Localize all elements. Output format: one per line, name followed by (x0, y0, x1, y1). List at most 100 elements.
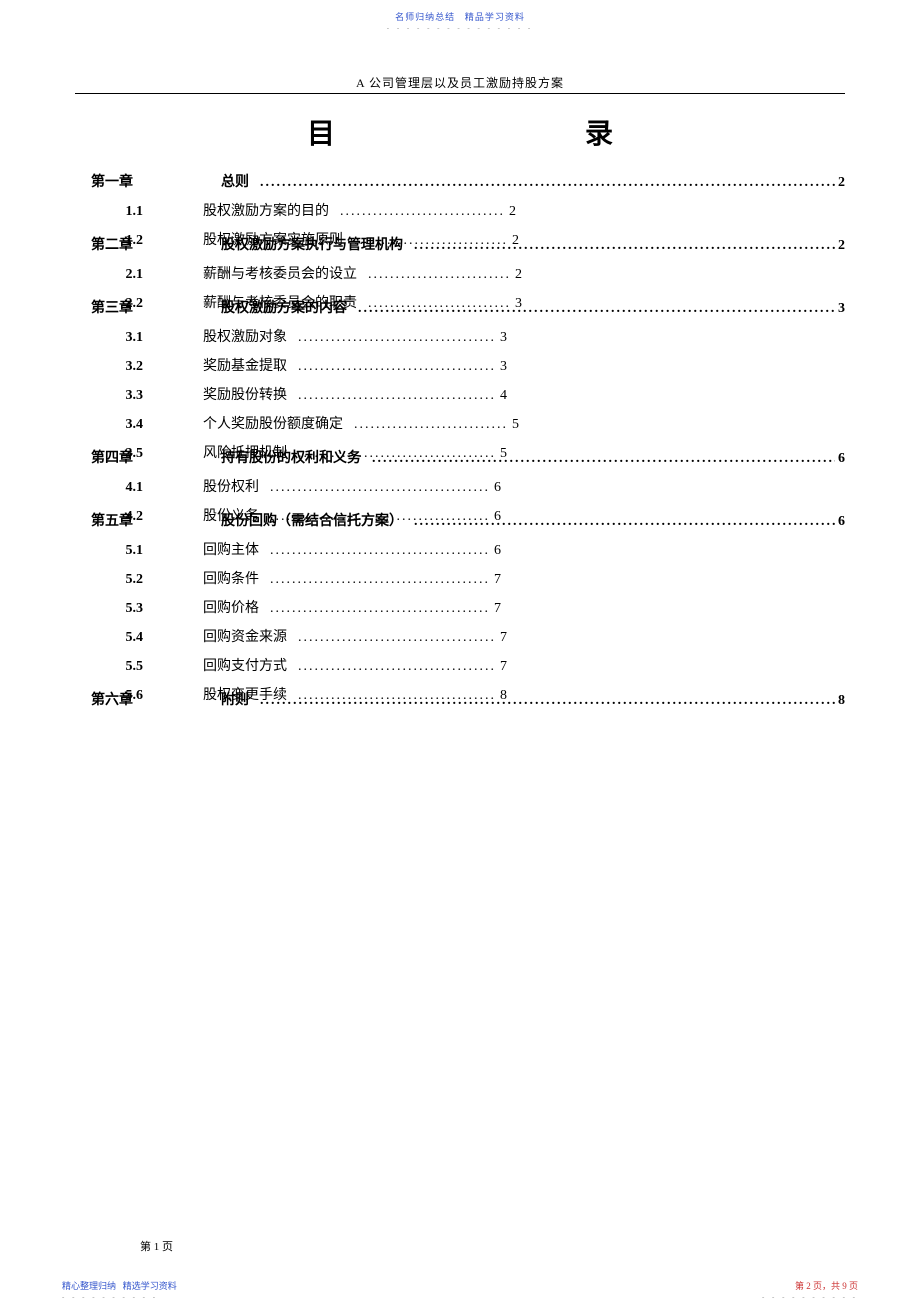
header-right: 精品学习资料 (465, 12, 525, 22)
toc-page: 3 (500, 360, 507, 374)
toc-sub-row: 5.1 回购主体 ................................… (75, 544, 845, 558)
toc-dots: ........................................ (266, 544, 494, 558)
toc-text: 总则 (221, 176, 249, 190)
toc-page: 7 (500, 660, 507, 674)
toc-sub-row: 3.3 奖励股份转换 ..............................… (75, 389, 845, 403)
toc-number: 3.1 (75, 331, 143, 345)
toc-sub-row: 4.1 股份权利 ................................… (75, 481, 845, 495)
toc-sub-row: 2.1 薪酬与考核委员会的设立 .........................… (75, 268, 845, 282)
toc-text: 股份权利 (203, 481, 259, 495)
toc-chapter-row: 第二章 股权激励方案执行与管理机构 .......................… (75, 239, 845, 253)
toc-number: 3.4 (75, 418, 143, 432)
table-of-contents: 第一章 总则 ..................................… (75, 176, 845, 708)
toc-dots: ........................................ (266, 573, 494, 587)
toc-page: 2 (838, 176, 845, 190)
toc-number: 第五章 (75, 515, 133, 529)
toc-number: 第一章 (75, 176, 133, 190)
toc-dots: .................................... (294, 331, 500, 345)
toc-page: 8 (838, 694, 845, 708)
toc-dots: ........................................… (354, 302, 835, 316)
toc-number: 第六章 (75, 694, 133, 708)
page-number: 第 1 页 (140, 1238, 173, 1254)
toc-dots: ........................................… (410, 515, 835, 529)
footer-left-dots: - - - - - - - - - - (62, 1293, 158, 1301)
toc-sub-row: 3.4 个人奖励股份额度确定 ..........................… (75, 418, 845, 432)
toc-text: 回购资金来源 (203, 631, 287, 645)
toc-page: 3 (838, 302, 845, 316)
toc-text: 薪酬与考核委员会的设立 (203, 268, 357, 282)
toc-text: 回购支付方式 (203, 660, 287, 674)
toc-dots: .......................... (364, 268, 515, 282)
toc-page: 6 (838, 515, 845, 529)
toc-text: 回购条件 (203, 573, 259, 587)
toc-dots: ........................................… (256, 176, 835, 190)
toc-text: 回购主体 (203, 544, 259, 558)
toc-page: 2 (515, 268, 522, 282)
toc-dots: ........................................ (266, 481, 494, 495)
toc-page: 6 (838, 452, 845, 466)
footer-left-1: 精心整理归纳 (62, 1281, 116, 1291)
footer-left-2: 精选学习资料 (123, 1281, 177, 1291)
toc-number: 5.5 (75, 660, 143, 674)
toc-page: 4 (500, 389, 507, 403)
footer-left: 精心整理归纳 精选学习资料 (62, 1279, 177, 1292)
footer-right-dots: - - - - - - - - - - (762, 1293, 858, 1301)
header-dots: - - - - - - - - - - - - - - - (0, 24, 920, 32)
toc-number: 5.1 (75, 544, 143, 558)
title-char-2: 录 (585, 119, 613, 150)
toc-text: 股权激励方案的目的 (203, 205, 329, 219)
top-header: 名师归纳总结 精品学习资料 - - - - - - - - - - - - - … (0, 0, 920, 32)
footer-right: 第 2 页，共 9 页 (795, 1279, 858, 1292)
toc-page: 6 (494, 544, 501, 558)
toc-page: 5 (512, 418, 519, 432)
toc-text: 股权激励方案执行与管理机构 (221, 239, 403, 253)
toc-number: 第四章 (75, 452, 133, 466)
toc-text: 附则 (221, 694, 249, 708)
toc-text: 个人奖励股份额度确定 (203, 418, 343, 432)
toc-number: 3.3 (75, 389, 143, 403)
title-char-1: 目 (307, 112, 335, 152)
title-underline (75, 93, 845, 94)
toc-number: 第二章 (75, 239, 133, 253)
toc-text: 持有股份的权利和义务 (221, 452, 361, 466)
toc-chapter-row: 第一章 总则 ..................................… (75, 176, 845, 190)
toc-dots: ........................................… (410, 239, 835, 253)
toc-page: 2 (838, 239, 845, 253)
toc-number: 3.2 (75, 360, 143, 374)
toc-number: 4.1 (75, 481, 143, 495)
toc-chapter-row: 第四章 持有股份的权利和义务 ..........................… (75, 452, 845, 466)
toc-dots: .................................... (294, 389, 500, 403)
header-left: 名师归纳总结 (395, 12, 455, 22)
toc-dots: ........................................… (368, 452, 835, 466)
toc-dots: .................................... (294, 660, 500, 674)
toc-sub-row: 5.5 回购支付方式 ..............................… (75, 660, 845, 674)
toc-page: 7 (500, 631, 507, 645)
toc-chapter-row: 第三章 股权激励方案的内容 ...........................… (75, 302, 845, 316)
toc-dots: ............................ (350, 418, 512, 432)
toc-dots: ........................................ (266, 602, 494, 616)
toc-sub-row: 3.1 股权激励对象 ..............................… (75, 331, 845, 345)
toc-page: 7 (494, 573, 501, 587)
main-title: 目录 (0, 112, 920, 152)
toc-sub-row: 5.4回购资金来源 ..............................… (75, 631, 845, 645)
toc-text: 奖励基金提取 (203, 360, 287, 374)
toc-number: 5.3 (75, 602, 143, 616)
toc-number: 1.1 (75, 205, 143, 219)
toc-chapter-row: 第五章 股份回购（需结合信托方案） .......................… (75, 515, 845, 529)
toc-text: 股权激励方案的内容 (221, 302, 347, 316)
toc-text: 奖励股份转换 (203, 389, 287, 403)
toc-chapter-row: 第六章 附则 ..................................… (75, 694, 845, 708)
toc-sub-row: 1.1 股权激励方案的目的 ...........................… (75, 205, 845, 219)
toc-text: 股份回购（需结合信托方案） (221, 515, 403, 529)
toc-number: 5.2 (75, 573, 143, 587)
toc-number: 第三章 (75, 302, 133, 316)
toc-page: 2 (509, 205, 516, 219)
toc-text: 股权激励对象 (203, 331, 287, 345)
toc-page: 3 (500, 331, 507, 345)
toc-dots: ........................................… (256, 694, 835, 708)
toc-sub-row: 5.2 回购条件 ................................… (75, 573, 845, 587)
toc-number: 2.1 (75, 268, 143, 282)
toc-dots: .............................. (336, 205, 509, 219)
doc-subtitle: A 公司管理层以及员工激励持股方案 (0, 74, 920, 91)
toc-dots: .................................... (294, 360, 500, 374)
